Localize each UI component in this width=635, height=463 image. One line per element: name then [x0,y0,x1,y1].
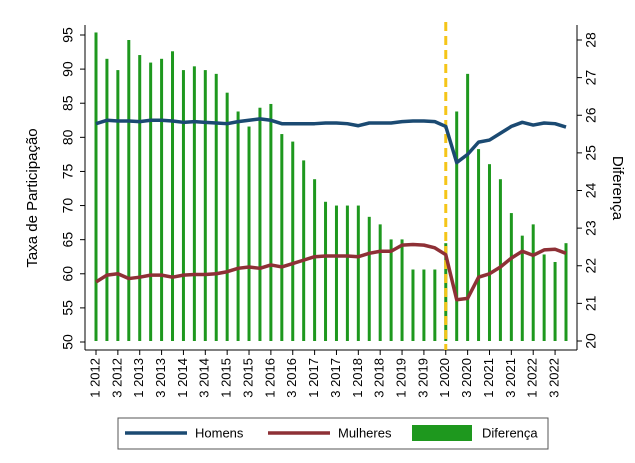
y-tick-label: 85 [60,95,76,111]
bar [214,73,218,342]
x-tick-label: 1 2021 [481,358,496,398]
y-tick-label: 80 [60,129,76,145]
bar [356,205,360,341]
line [95,117,567,165]
x-tick-label: 1 2019 [393,358,408,398]
y-tick-label: 95 [60,27,76,43]
bar [400,239,404,341]
y2-tick-label: 28 [583,32,599,48]
bar [520,235,524,341]
x-tick-label: 3 2021 [503,358,518,398]
y-tick-label: 90 [60,61,76,77]
bar [345,205,349,341]
legend-label: Homens [195,425,244,440]
bar [181,70,185,341]
legend-label: Diferença [482,425,538,440]
bar [280,134,284,341]
bar [225,92,229,341]
y2-tick-label: 27 [583,70,599,86]
bar [367,216,371,341]
bar [422,269,426,341]
bar [477,149,481,341]
x-tick-label: 3 2016 [284,358,299,398]
legend-label: Mulheres [338,425,392,440]
y-tick-label: 70 [60,198,76,214]
bar [203,70,207,341]
y-axis-title: Taxa de Participação [24,128,41,267]
bar [116,70,120,341]
bar [94,32,98,341]
bar [105,58,109,341]
bar [531,224,535,341]
bar [324,201,328,341]
y-tick-label: 50 [60,334,76,350]
y-tick-label: 65 [60,232,76,248]
y2-axis-title: Diferença [609,156,626,221]
bar [509,213,513,341]
x-tick-label: 1 2022 [525,358,540,398]
x-tick-label: 1 2020 [437,358,452,398]
x-tick-label: 3 2012 [109,358,124,398]
line [95,242,567,302]
x-tick-label: 1 2017 [306,358,321,398]
y2-tick-label: 24 [583,183,599,199]
y2-tick-label: 22 [583,258,599,274]
y2-tick-label: 25 [583,145,599,161]
x-tick-label: 1 2014 [175,358,190,398]
bar [389,239,393,341]
y2-tick-label: 21 [583,295,599,311]
bar [542,254,546,341]
bar [138,55,142,342]
x-tick-label: 1 2015 [219,358,234,398]
bar [334,205,338,341]
bar [466,73,470,342]
bar [247,126,251,341]
x-tick-label: 3 2022 [547,358,562,398]
legend-swatch [412,425,472,441]
bar [455,111,459,341]
x-tick-label: 3 2013 [153,358,168,398]
y-tick-label: 55 [60,300,76,316]
y2-tick-label: 23 [583,220,599,236]
y2-tick-label: 26 [583,107,599,123]
x-tick-label: 3 2017 [328,358,343,398]
x-tick-label: 3 2020 [459,358,474,398]
bar [498,179,502,341]
x-tick-label: 1 2018 [350,358,365,398]
bar [378,224,382,341]
x-tick-label: 3 2018 [372,358,387,398]
y-tick-label: 60 [60,266,76,282]
bar [171,51,175,341]
bar [149,62,153,341]
bar [258,107,262,341]
bar [127,40,131,341]
y-tick-label: 75 [60,163,76,179]
bar [302,160,306,341]
bar [411,269,415,341]
bar [291,141,295,341]
bar [313,179,317,341]
y2-tick-label: 20 [583,333,599,349]
x-tick-label: 1 2012 [87,358,102,398]
x-tick-label: 3 2014 [197,358,212,398]
x-tick-label: 1 2016 [262,358,277,398]
bar [269,103,273,342]
bar [433,269,437,341]
legend-box [117,417,549,450]
x-tick-label: 3 2015 [240,358,255,398]
bar [564,243,568,341]
bar [192,66,196,342]
bar [553,261,557,341]
bar [487,164,491,341]
bar [236,111,240,341]
x-tick-label: 1 2013 [131,358,146,398]
bar [160,58,164,341]
x-tick-label: 3 2019 [415,358,430,398]
